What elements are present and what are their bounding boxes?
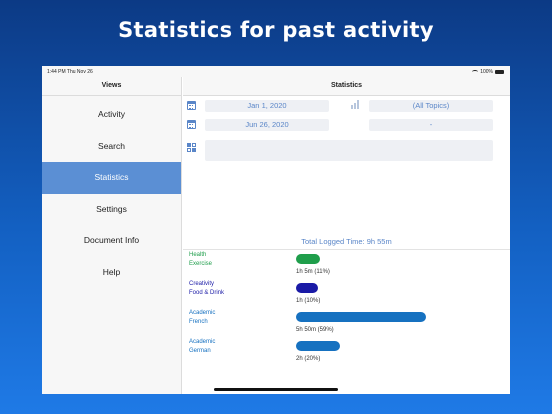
- category-line: German: [189, 347, 211, 354]
- battery-icon: [495, 70, 504, 74]
- promo-headline: Statistics for past activity: [118, 18, 434, 42]
- category-label: Creativity Food & Drink: [189, 280, 224, 297]
- category-label: Academic German: [189, 338, 215, 355]
- sidebar: Views Activity Search Statistics Setting…: [42, 77, 182, 394]
- status-time: 1:44 PM Thu Nov 26: [47, 69, 93, 75]
- wifi-icon: [472, 70, 479, 74]
- category-line: Creativity: [189, 281, 215, 287]
- category-line: Food & Drink: [189, 289, 225, 296]
- topic-filter-field[interactable]: (All Topics): [369, 100, 493, 112]
- category-label: Health Exercise: [189, 251, 212, 268]
- grid-icon: [187, 143, 196, 152]
- category-line: Health: [189, 252, 207, 258]
- total-logged-time: Total Logged Time: 9h 55m: [301, 237, 392, 246]
- battery-percent: 100%: [480, 69, 493, 75]
- ipad-screen: 1:44 PM Thu Nov 26 100% Views Activity S…: [42, 66, 510, 394]
- category-line: Exercise: [189, 260, 213, 267]
- sidebar-item-help[interactable]: Help: [102, 266, 121, 277]
- stat-bar: [296, 283, 319, 293]
- category-label: Academic French: [189, 309, 215, 326]
- sidebar-title: Views: [42, 77, 181, 96]
- stat-bar: [296, 341, 341, 351]
- end-date-field[interactable]: Jun 26, 2020: [205, 119, 329, 131]
- stat-value: 1h 5m (11%): [296, 269, 330, 275]
- calendar-icon: [187, 120, 196, 129]
- sidebar-item-settings[interactable]: Settings: [96, 203, 127, 214]
- sidebar-item-statistics[interactable]: Statistics: [42, 162, 181, 194]
- divider: [183, 249, 510, 250]
- status-bar: 1:44 PM Thu Nov 26 100%: [42, 66, 510, 77]
- stat-value: 2h (20%): [296, 356, 321, 362]
- stat-bar: [296, 254, 321, 264]
- bar-chart-icon: [351, 100, 360, 109]
- secondary-topic-field[interactable]: -: [369, 119, 493, 131]
- home-indicator[interactable]: [214, 388, 338, 391]
- category-line: Academic: [189, 310, 216, 316]
- status-indicators: 100%: [472, 69, 504, 75]
- stat-value: 1h (10%): [296, 298, 321, 304]
- category-line: Academic: [189, 339, 216, 345]
- stat-bar: [296, 312, 426, 322]
- calendar-icon: [187, 101, 196, 110]
- category-line: French: [189, 318, 208, 325]
- statistics-panel: Statistics Jan 1, 2020 (All Topics) Jun …: [183, 77, 510, 394]
- sidebar-item-document-info[interactable]: Document Info: [83, 235, 140, 245]
- tag-filter-field[interactable]: [205, 140, 493, 161]
- sidebar-item-search[interactable]: Search: [98, 140, 125, 151]
- stat-value: 5h 50m (59%): [296, 327, 334, 333]
- page-title: Statistics: [183, 77, 510, 96]
- sidebar-item-activity[interactable]: Activity: [98, 109, 125, 119]
- start-date-field[interactable]: Jan 1, 2020: [205, 100, 329, 112]
